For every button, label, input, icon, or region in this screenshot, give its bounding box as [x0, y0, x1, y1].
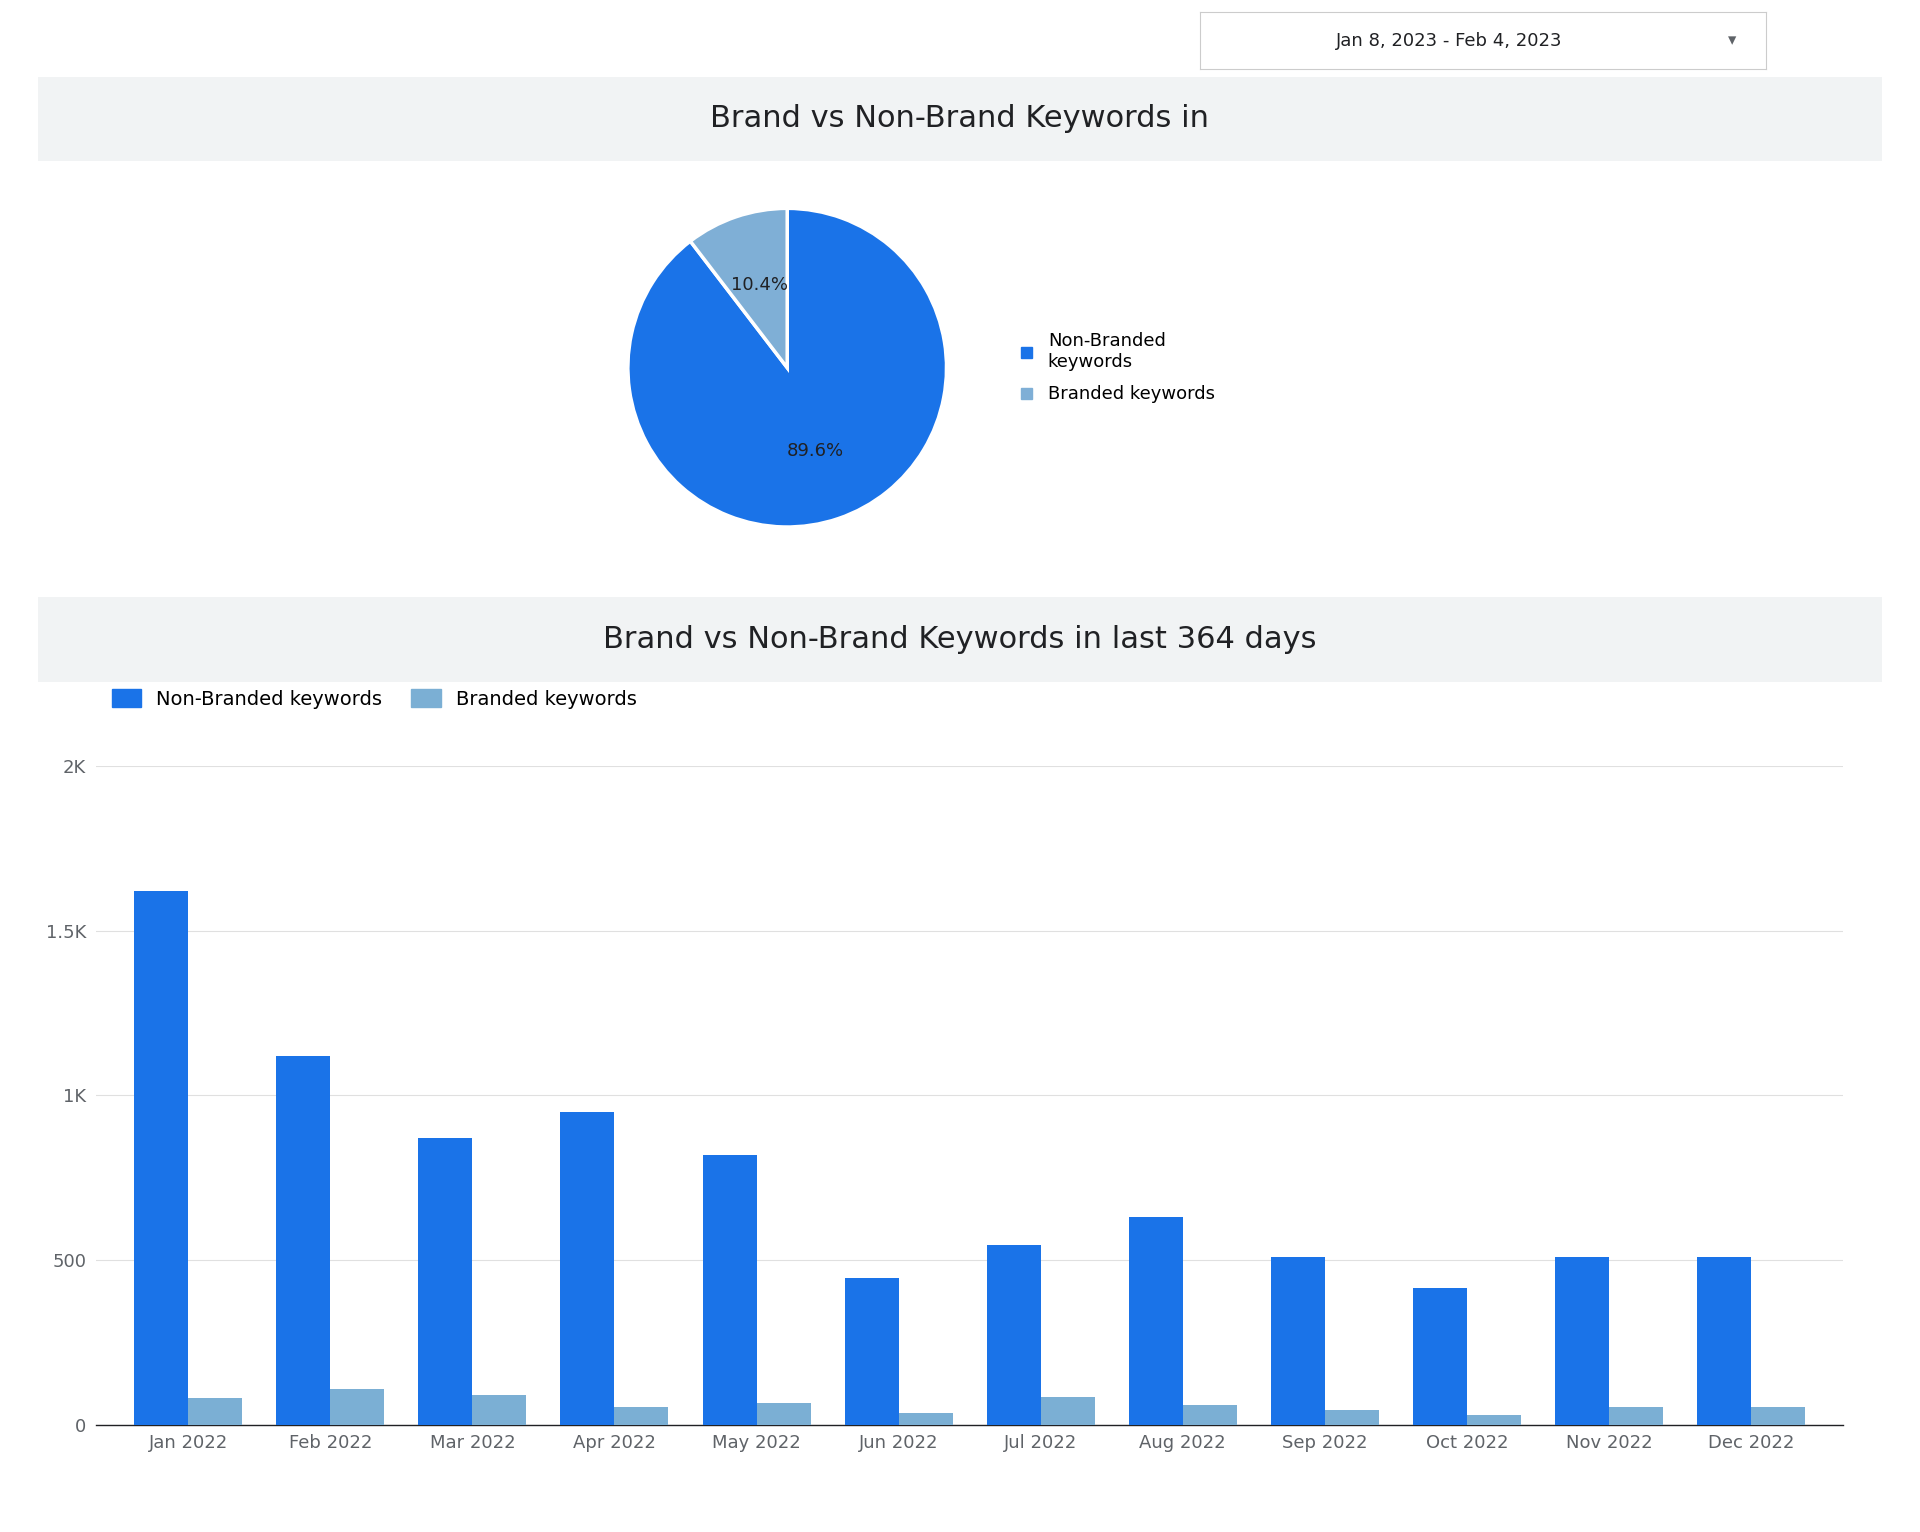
Bar — [1467, 1416, 1521, 1425]
Bar — [1609, 1406, 1663, 1425]
Bar — [845, 1278, 899, 1425]
Bar — [472, 1396, 526, 1425]
Bar — [987, 1246, 1041, 1425]
Bar — [1555, 1256, 1609, 1425]
Bar — [330, 1388, 384, 1425]
Bar — [134, 892, 188, 1425]
Bar — [419, 1138, 472, 1425]
Legend: Non-Branded
keywords, Branded keywords: Non-Branded keywords, Branded keywords — [1016, 326, 1221, 409]
Bar — [1271, 1256, 1325, 1425]
Bar — [614, 1406, 668, 1425]
Bar — [561, 1112, 614, 1425]
Bar — [1183, 1405, 1236, 1425]
Bar — [899, 1413, 952, 1425]
Text: ▾: ▾ — [1728, 32, 1736, 49]
Wedge shape — [691, 208, 787, 368]
Bar — [1413, 1288, 1467, 1425]
Bar — [1041, 1397, 1094, 1425]
Bar — [188, 1399, 242, 1425]
Text: 10.4%: 10.4% — [732, 276, 787, 294]
Bar — [703, 1155, 756, 1425]
Text: Brand vs Non-Brand Keywords in last 364 days: Brand vs Non-Brand Keywords in last 364 … — [603, 625, 1317, 654]
Text: Brand vs Non-Brand Keywords in: Brand vs Non-Brand Keywords in — [710, 104, 1210, 133]
Bar — [1129, 1218, 1183, 1425]
Bar — [1751, 1406, 1805, 1425]
Text: 89.6%: 89.6% — [787, 441, 845, 460]
Text: Jan 8, 2023 - Feb 4, 2023: Jan 8, 2023 - Feb 4, 2023 — [1336, 32, 1563, 49]
Legend: Non-Branded keywords, Branded keywords: Non-Branded keywords, Branded keywords — [106, 683, 643, 714]
Bar — [1325, 1409, 1379, 1425]
Wedge shape — [628, 208, 947, 527]
Bar — [1697, 1256, 1751, 1425]
Bar — [756, 1403, 810, 1425]
Bar — [276, 1056, 330, 1425]
